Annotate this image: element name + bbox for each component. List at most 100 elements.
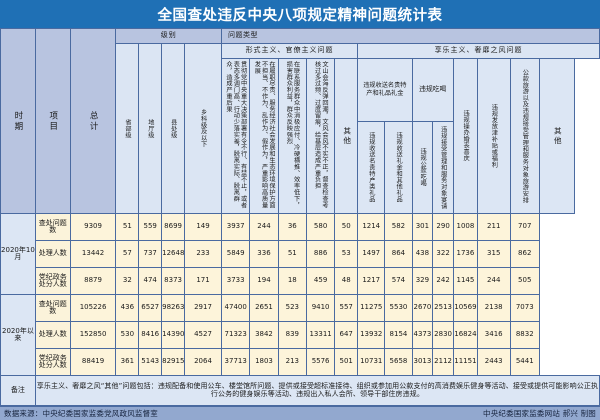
value-cell: 5849 xyxy=(221,240,251,268)
header-dining-group: 违规吃喝 xyxy=(413,59,453,122)
value-cell: 886 xyxy=(305,240,336,268)
value-cell: 2112 xyxy=(432,348,454,376)
header-level-xianchu: 县处级 xyxy=(161,43,185,214)
item-cell: 查处问题数 xyxy=(34,213,71,241)
value-cell: 5441 xyxy=(509,348,540,376)
value-cell: 582 xyxy=(384,213,413,241)
item-cell: 查处问题数 xyxy=(34,294,71,322)
table-row: 2020年以来 查处问题数 105226 436 6527 98263 2917… xyxy=(0,294,600,376)
value-cell: 32 xyxy=(115,267,140,295)
value-cell: 1497 xyxy=(357,240,386,268)
value-cell: 290 xyxy=(432,213,454,241)
table-row: 党纪政务处分人数 8879 32 474 8373 171 3733 194 1… xyxy=(1,267,600,295)
page-title: 全国查处违反中央八项规定精神问题统计表 xyxy=(157,7,443,24)
statistics-table: 时期 项目 总计 级别 问题类型 省部级 地厅级 县处级 乡科级及以下 xyxy=(0,28,600,406)
header-allowance-col: 违规发放津补贴或福利 xyxy=(476,58,511,214)
header-formalism-col-other: 其他 xyxy=(334,58,359,214)
table-row: 2020年10月 查处问题数 9309 51 559 8699 149 3937… xyxy=(0,213,600,295)
value-cell: 647 xyxy=(334,321,359,349)
value-cell: 13311 xyxy=(305,321,336,349)
value-cell: 8832 xyxy=(509,321,540,349)
value-cell: 1214 xyxy=(357,213,386,241)
value-cell: 2138 xyxy=(476,294,511,322)
value-cell: 580 xyxy=(305,213,336,241)
value-cell: 315 xyxy=(476,240,511,268)
value-cell: 213 xyxy=(277,348,307,376)
value-cell: 51 xyxy=(277,240,307,268)
value-cell: 707 xyxy=(509,213,540,241)
value-cell: 9410 xyxy=(305,294,336,322)
value-cell: 336 xyxy=(249,240,279,268)
table-row: 处理人数 13442 57 737 12648 233 5849 336 51 … xyxy=(1,240,600,268)
value-cell: 82915 xyxy=(161,348,185,376)
item-cell: 党纪政务处分人数 xyxy=(34,267,71,295)
value-cell: 474 xyxy=(138,267,163,295)
value-cell: 523 xyxy=(277,294,307,322)
value-cell: 4527 xyxy=(183,321,223,349)
header-gift-group-cell: 违规收送名贵特产和礼品礼金 违规收送名贵特产类礼品 违规收送礼金和其他礼品 xyxy=(357,58,413,214)
header-formalism-col-1: 贯彻党中央重大决策部署有令不行、有禁不止，或者表态多调门高、行动少落实差，脱离实… xyxy=(221,58,251,214)
header-formalism-col-4: 文山会海反弹回潮，文风会风不实不正，督查检查考核过多过频、过度留痕，给基层造成严… xyxy=(305,58,336,214)
value-cell: 862 xyxy=(509,240,540,268)
value-cell: 211 xyxy=(476,213,511,241)
value-cell: 3842 xyxy=(249,321,279,349)
header-level-sheng: 省部级 xyxy=(115,43,140,214)
value-cell: 2443 xyxy=(476,348,511,376)
total-value: 8879 xyxy=(69,267,117,295)
value-cell: 329 xyxy=(411,267,434,295)
value-cell: 10569 xyxy=(452,294,478,322)
value-cell: 71323 xyxy=(221,321,251,349)
header-hedonism-group: 享乐主义、奢靡之风问题 xyxy=(357,43,600,59)
header-gift-group: 违规收送名贵特产和礼品礼金 xyxy=(358,59,412,122)
header-total: 总计 xyxy=(69,28,117,214)
value-cell: 5658 xyxy=(384,348,413,376)
value-cell: 2513 xyxy=(432,294,454,322)
value-cell: 13932 xyxy=(357,321,386,349)
value-cell: 10731 xyxy=(357,348,386,376)
value-cell: 244 xyxy=(476,267,511,295)
value-cell: 37713 xyxy=(221,348,251,376)
footer-bar: 数据来源：中央纪委国家监委党风政风监督室 中央纪委国家监委网站 郝兴 制图 xyxy=(0,406,600,420)
value-cell: 864 xyxy=(384,240,413,268)
value-cell: 8373 xyxy=(161,267,185,295)
value-cell: 98263 xyxy=(161,294,185,322)
remark-text: 享乐主义、奢靡之风“其他”问题包括：违规配备和使用公车、楼堂馆所问题、提供或接受… xyxy=(34,375,600,406)
header-level-xiangke: 乡科级及以下 xyxy=(183,43,223,214)
header-dining-col-2: 违规接受管理和服务对象宴请 xyxy=(432,121,453,213)
value-cell: 7073 xyxy=(509,294,540,322)
period-cell: 2020年以来 xyxy=(0,294,36,376)
value-cell: 559 xyxy=(138,213,163,241)
value-cell: 16824 xyxy=(452,321,478,349)
value-cell: 557 xyxy=(334,294,359,322)
value-cell: 51 xyxy=(115,213,140,241)
value-cell: 8416 xyxy=(138,321,163,349)
header-formalism-col-2: 在履职尽责、服务经济社会发展和生态环境保护方面不担当、不作为、乱作为、假作为，严… xyxy=(249,58,279,214)
value-cell: 839 xyxy=(277,321,307,349)
item-cell: 处理人数 xyxy=(34,240,71,268)
header-dining-col-1: 违规公款吃喝 xyxy=(413,121,434,213)
header-travel-col: 公款旅游以及违规接受管理和服务对象旅游安排 xyxy=(509,58,540,214)
value-cell: 18 xyxy=(277,267,307,295)
value-cell: 50 xyxy=(334,213,359,241)
item-cell: 党纪政务处分人数 xyxy=(34,348,71,376)
item-cell: 处理人数 xyxy=(34,321,71,349)
header-level-diting: 地厅级 xyxy=(138,43,163,214)
value-cell: 2917 xyxy=(183,294,223,322)
value-cell: 2651 xyxy=(249,294,279,322)
value-cell: 36 xyxy=(277,213,307,241)
title-bar: 全国查处违反中央八项规定精神问题统计表 xyxy=(0,0,600,28)
header-formalism-group: 形式主义、官僚主义问题 xyxy=(221,43,359,59)
total-value: 88419 xyxy=(69,348,117,376)
value-cell: 6527 xyxy=(138,294,163,322)
header-hedonism-other-col: 其他 xyxy=(538,58,575,214)
total-value: 152850 xyxy=(69,321,117,349)
header-gift-col-2: 违规收送礼金和其他礼品 xyxy=(384,121,412,213)
header-dining-group-cell: 违规吃喝 违规公款吃喝 违规接受管理和服务对象宴请 xyxy=(411,58,454,214)
total-value: 9309 xyxy=(69,213,117,241)
value-cell: 244 xyxy=(249,213,279,241)
value-cell: 1217 xyxy=(357,267,386,295)
total-value: 105226 xyxy=(69,294,117,322)
value-cell: 3937 xyxy=(221,213,251,241)
